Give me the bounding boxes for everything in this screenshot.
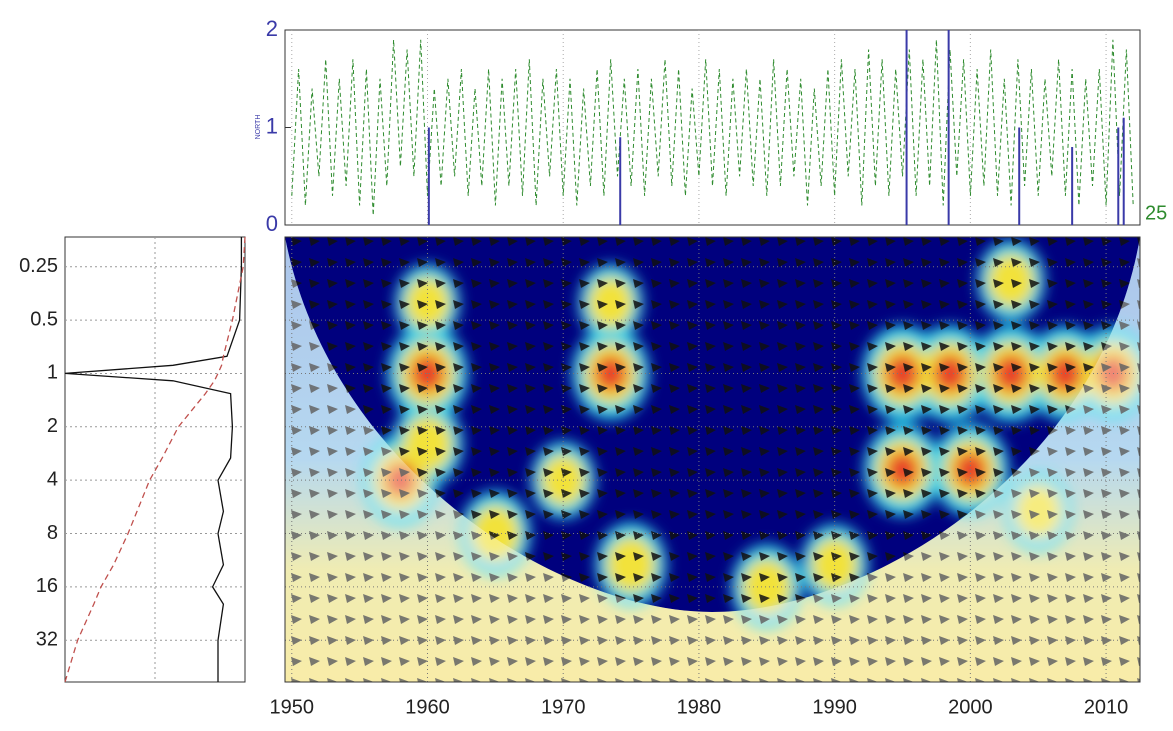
y-tick-label: 32 [36, 629, 58, 651]
spectrum-line [64, 237, 243, 682]
wavelet-frame [284, 236, 1141, 683]
series-line [291, 39, 1134, 216]
y-tick-label: 2 [47, 415, 58, 437]
grid [285, 237, 1140, 682]
series-frame [284, 29, 1141, 226]
y-axis-label: NORTH [255, 115, 262, 140]
y-tick-label: 2 [266, 16, 278, 41]
y2-label: 25 [1145, 202, 1167, 224]
x-tick-label: 1980 [677, 696, 722, 718]
x-tick-label: 2000 [948, 696, 993, 718]
y-tick-label: 4 [47, 468, 58, 490]
y-tick-label: 0 [266, 211, 278, 236]
y-tick-label: 0.5 [30, 308, 58, 330]
x-tick-label: 1950 [270, 696, 315, 718]
x-tick-label: 1970 [541, 696, 586, 718]
phase-arrows [285, 237, 1140, 682]
y-tick-label: 0.25 [19, 255, 58, 277]
spectrum-line [64, 236, 246, 683]
x-tick-label: 1960 [405, 696, 450, 718]
y-tick-label: 1 [266, 113, 278, 138]
x-tick-label: 1990 [812, 696, 857, 718]
coi-shade [285, 237, 1140, 682]
y-tick-label: 8 [47, 522, 58, 544]
x-tick-label: 2010 [1084, 696, 1129, 718]
y-tick-label: 16 [36, 575, 58, 597]
wavelet-panel [285, 237, 1140, 682]
y-tick-label: 1 [47, 362, 58, 384]
